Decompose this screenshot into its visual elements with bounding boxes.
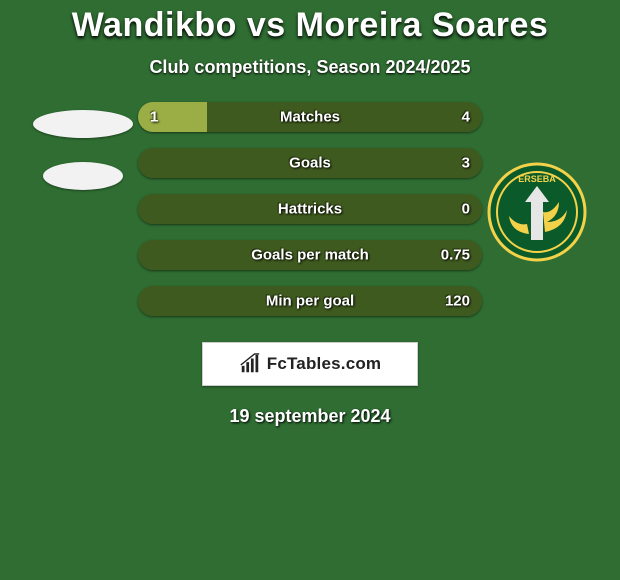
content: Wandikbo vs Moreira Soares Club competit… — [0, 0, 620, 427]
stat-bar: Hattricks 0 — [138, 194, 482, 224]
stat-right-value: 0.75 — [441, 247, 470, 264]
stat-right-value: 120 — [445, 293, 470, 310]
club-badge-right: ERSEBA — [487, 162, 587, 262]
stat-bars: Matches 1 4 Goals 3 Hattricks 0 Goals per match… — [138, 102, 482, 316]
stat-bar: Goals 3 — [138, 148, 482, 178]
stat-bar: Matches 1 4 — [138, 102, 482, 132]
stat-right-value: 4 — [462, 109, 470, 126]
player-badge-left-1 — [33, 110, 133, 138]
stat-bar: Goals per match 0.75 — [138, 240, 482, 270]
stat-label: Min per goal — [266, 293, 354, 310]
stat-label: Goals per match — [251, 247, 369, 264]
stat-bar: Min per goal 120 — [138, 286, 482, 316]
right-badge-column: ERSEBA — [482, 102, 592, 262]
bar-chart-icon — [239, 353, 261, 375]
subtitle: Club competitions, Season 2024/2025 — [0, 57, 620, 78]
stat-label: Goals — [289, 155, 331, 172]
comparison-row: Matches 1 4 Goals 3 Hattricks 0 Goals per match… — [0, 102, 620, 316]
stat-label: Matches — [280, 109, 340, 126]
stat-right-value: 3 — [462, 155, 470, 172]
player-badge-left-2 — [43, 162, 123, 190]
page-title: Wandikbo vs Moreira Soares — [0, 6, 620, 45]
fctables-logo: FcTables.com — [202, 342, 418, 386]
left-badge-column — [28, 102, 138, 214]
fctables-text: FcTables.com — [267, 354, 382, 374]
stat-right-value: 0 — [462, 201, 470, 218]
date-text: 19 september 2024 — [0, 406, 620, 427]
stat-label: Hattricks — [278, 201, 342, 218]
svg-text:ERSEBA: ERSEBA — [518, 174, 556, 184]
stat-left-value: 1 — [150, 109, 158, 126]
